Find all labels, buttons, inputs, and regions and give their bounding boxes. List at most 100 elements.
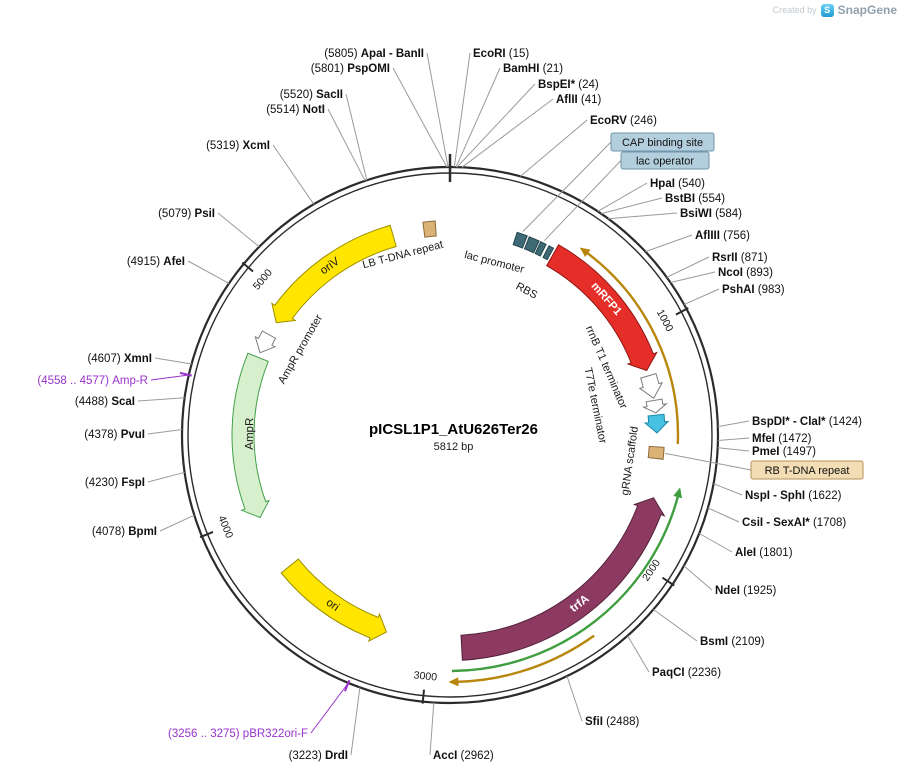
site-line-MfeI (717, 437, 750, 441)
site-line-SfiI (566, 675, 583, 722)
feature-ampr-promoter (254, 330, 277, 354)
site-line-ApaI - BanII (426, 52, 449, 168)
enzyme-label-XmnI: (4607) XmnI (87, 353, 152, 365)
site-line-BstBI (600, 197, 663, 215)
site-line-BsiWI (608, 212, 678, 220)
enzyme-label-XcmI: (5319) XcmI (206, 140, 270, 152)
scale-label-4000: 4000 (215, 514, 235, 540)
site-line-AfeI (187, 260, 230, 284)
lac-promoter-label: lac promoter (463, 249, 526, 276)
site-line-RsrII (666, 256, 710, 278)
site-line-PmeI (717, 447, 750, 452)
feature-t7te-terminator (641, 398, 668, 414)
site-line-AleI (699, 533, 733, 553)
site-line-PaqCI (627, 635, 650, 673)
site-line-EcoRI (453, 52, 471, 168)
feature-gold-arc-bottom-arrowhead (448, 677, 459, 687)
snapgene-watermark: Created by S SnapGene (773, 3, 897, 17)
scale-tick-1000 (675, 307, 689, 316)
site-line-SacII (345, 93, 368, 181)
feature-ori-label: ori (324, 597, 341, 614)
watermark-created-by-text: Created by (772, 5, 817, 15)
site-line-NdeI (683, 565, 713, 591)
enzyme-label-AleI: AleI (1801) (735, 547, 793, 559)
site-line-BspEI* (456, 83, 536, 168)
enzyme-label-BsiWI: BsiWI (584) (680, 208, 742, 220)
scale-label-1000: 1000 (654, 307, 676, 333)
enzyme-label-NspI - SphI: NspI - SphI (1622) (745, 490, 842, 502)
site-line-HpaI (597, 182, 648, 212)
feature-trfa (460, 497, 666, 661)
enzyme-label-SfiI: SfiI (2488) (585, 716, 639, 728)
rbs-label: RBS (514, 280, 540, 301)
site-line-BpmI (159, 514, 195, 532)
primer-tick-Amp-R (179, 371, 192, 377)
rb-t-dna-repeat-callout-box (750, 460, 864, 480)
lac-operator-callout-text: lac operator (636, 156, 694, 168)
enzyme-label-NdeI: NdeI (1925) (715, 585, 777, 597)
site-line-EcoRV (520, 119, 588, 177)
ampr-promoter-label: AmpR promoter (276, 312, 325, 386)
scale-label-3000: 3000 (413, 669, 438, 683)
scale-tick-3000 (421, 689, 425, 704)
enzyme-label-PspOMI: (5801) PspOMI (311, 63, 390, 75)
feature-grna-scaffold (643, 413, 670, 434)
site-line-NotI (327, 108, 366, 182)
enzyme-label-FspI: (4230) FspI (85, 477, 145, 489)
feature-rbs (542, 245, 555, 261)
feature-gold-arc-bottom (455, 634, 595, 684)
lac-operator-callout-line (543, 160, 622, 242)
site-line-PspOMI (392, 67, 448, 168)
enzyme-label-MfeI: MfeI (1472) (752, 433, 812, 445)
feature-gold-arc-right-arrowhead (579, 247, 591, 257)
enzyme-label-SacII: (5520) SacII (280, 89, 343, 101)
feature-rrnb-t1-terminator (638, 372, 664, 400)
enzyme-label-EcoRI: EcoRI (15) (473, 48, 529, 60)
enzyme-label-BamHI: BamHI (21) (503, 63, 563, 75)
enzyme-label-BpmI: (4078) BpmI (92, 526, 157, 538)
site-line-PshAI (683, 288, 720, 306)
feature-lac-promoter (523, 236, 540, 254)
primer-line-pBR322ori-F (310, 682, 349, 734)
cap-binding-site-callout-box (610, 132, 715, 152)
grna-scaffold-label: gRNA scaffold (619, 426, 641, 497)
enzyme-label-DrdI: (3223) DrdI (289, 750, 348, 762)
feature-ampr-label: AmpR (244, 418, 256, 450)
site-line-NcoI (670, 271, 716, 283)
site-line-BamHI (455, 67, 501, 168)
site-line-ScaI (137, 397, 185, 402)
feature-oriV (271, 224, 397, 324)
enzyme-label-PsiI: (5079) PsiI (158, 208, 215, 220)
site-line-NspI - SphI (713, 483, 743, 496)
enzyme-label-AflIII: AflIII (756) (695, 230, 750, 242)
enzyme-label-BspDI* - ClaI*: BspDI* - ClaI* (1424) (752, 416, 862, 428)
feature-green-arc-trfa (451, 493, 680, 673)
enzyme-label-EcoRV: EcoRV (246) (590, 115, 657, 127)
feature-lb-t-dna-repeat (422, 220, 437, 238)
primer-label-Amp-R: (4558 .. 4577) Amp-R (37, 375, 148, 387)
enzyme-label-PvuI: (4378) PvuI (84, 429, 145, 441)
rb-t-dna-repeat-callout-line (665, 452, 752, 471)
site-line-PsiI (217, 212, 260, 248)
feature-rb-t-dna-repeat (647, 445, 665, 460)
site-line-FspI (147, 471, 185, 483)
primer-line-Amp-R (150, 374, 189, 381)
enzyme-label-AccI: AccI (2962) (433, 750, 494, 762)
site-line-XcmI (272, 144, 315, 205)
site-line-AccI (429, 702, 435, 756)
site-line-CsiI - SexAI* (707, 507, 740, 523)
enzyme-label-BstBI: BstBI (554) (665, 193, 725, 205)
feature-gold-arc-right (584, 250, 680, 445)
feature-ori (280, 558, 388, 643)
rb-t-dna-repeat-callout-text: RB T-DNA repeat (765, 465, 850, 477)
enzyme-label-NotI: (5514) NotI (266, 104, 325, 116)
enzyme-label-BsmI: BsmI (2109) (700, 636, 765, 648)
site-line-AflIII (645, 234, 693, 253)
cap-binding-site-callout-text: CAP binding site (622, 137, 703, 149)
enzyme-label-PaqCI: PaqCI (2236) (652, 667, 721, 679)
enzyme-label-ScaI: (4488) ScaI (75, 396, 135, 408)
site-line-BsmI (653, 609, 698, 642)
site-line-XmnI (154, 357, 192, 365)
scale-label-5000: 5000 (251, 267, 275, 293)
